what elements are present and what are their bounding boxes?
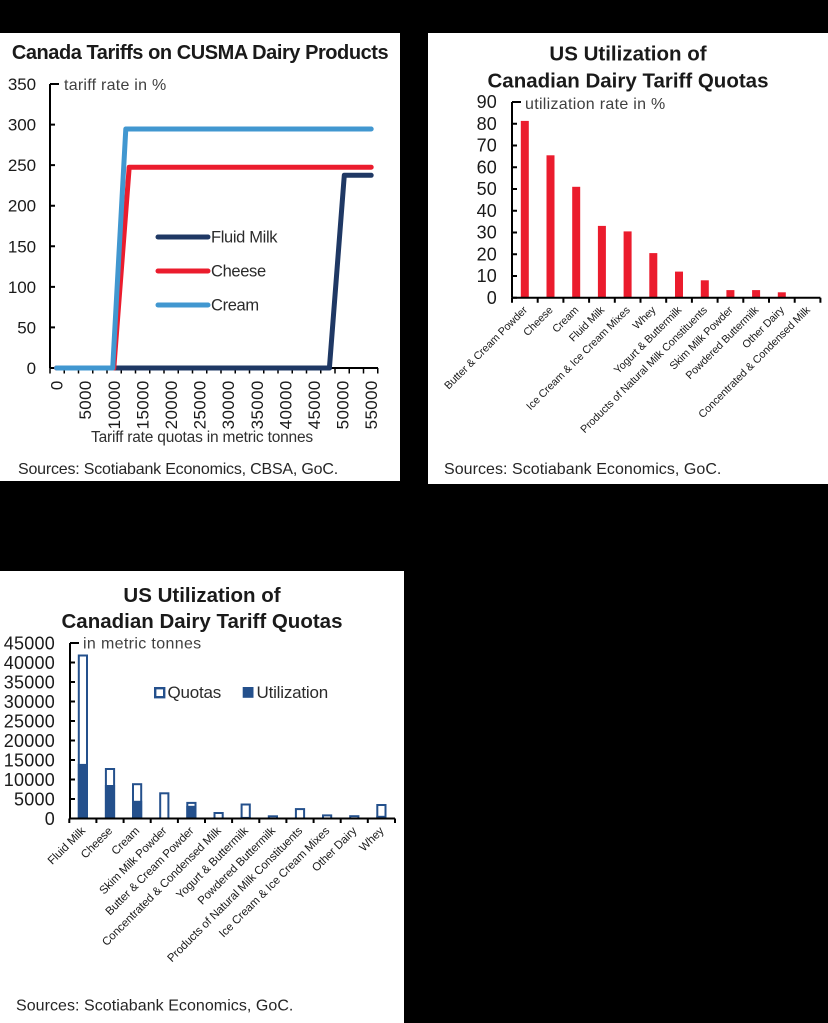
svg-text:50000: 50000 <box>334 380 353 429</box>
svg-text:80: 80 <box>477 114 497 134</box>
svg-text:35000: 35000 <box>4 672 55 692</box>
svg-text:US Utilization of: US Utilization of <box>123 584 280 607</box>
svg-text:5000: 5000 <box>76 380 95 419</box>
svg-text:Whey: Whey <box>358 825 387 854</box>
svg-text:300: 300 <box>8 116 36 135</box>
svg-text:25000: 25000 <box>4 711 55 731</box>
svg-text:Sources: Scotiabank Economics,: Sources: Scotiabank Economics, GoC. <box>16 998 293 1015</box>
svg-text:50: 50 <box>17 318 36 337</box>
svg-text:40: 40 <box>477 201 497 221</box>
svg-text:Fluid Milk: Fluid Milk <box>211 229 278 247</box>
svg-text:10: 10 <box>477 266 497 286</box>
svg-text:20000: 20000 <box>162 380 181 429</box>
svg-text:Butter & Cream Powder: Butter & Cream Powder <box>442 304 530 392</box>
svg-text:Canadian Dairy Tariff Quotas: Canadian Dairy Tariff Quotas <box>62 610 343 633</box>
svg-text:0: 0 <box>27 359 36 378</box>
svg-text:25000: 25000 <box>191 380 210 429</box>
svg-text:55000: 55000 <box>362 380 381 429</box>
svg-text:150: 150 <box>8 237 36 256</box>
svg-text:Canada Tariffs on CUSMA Dairy: Canada Tariffs on CUSMA Dairy Products <box>12 42 389 64</box>
svg-text:90: 90 <box>477 92 497 112</box>
svg-text:5000: 5000 <box>14 789 55 809</box>
svg-text:30000: 30000 <box>4 692 55 712</box>
svg-text:10000: 10000 <box>105 380 124 429</box>
svg-text:40000: 40000 <box>4 653 55 673</box>
svg-text:Fluid Milk: Fluid Milk <box>46 825 88 867</box>
svg-text:Sources: Scotiabank Economics,: Sources: Scotiabank Economics, GoC. <box>444 461 721 478</box>
svg-text:0: 0 <box>48 380 67 390</box>
svg-text:0: 0 <box>487 288 497 308</box>
svg-text:Quotas: Quotas <box>168 683 222 702</box>
svg-text:30: 30 <box>477 223 497 243</box>
svg-text:250: 250 <box>8 156 36 175</box>
svg-text:Tariff rate quotas in metric t: Tariff rate quotas in metric tonnes <box>91 429 313 446</box>
svg-text:Cream: Cream <box>211 297 259 315</box>
svg-text:40000: 40000 <box>276 380 295 429</box>
svg-text:50: 50 <box>477 179 497 199</box>
svg-text:Utilization: Utilization <box>257 683 329 702</box>
svg-text:utilization rate in %: utilization rate in % <box>525 96 666 113</box>
svg-text:30000: 30000 <box>219 380 238 429</box>
svg-text:350: 350 <box>8 75 36 94</box>
svg-text:Canadian Dairy Tariff Quotas: Canadian Dairy Tariff Quotas <box>488 69 769 92</box>
svg-text:Cheese: Cheese <box>211 263 266 281</box>
svg-text:0: 0 <box>45 809 55 829</box>
svg-text:60: 60 <box>477 157 497 177</box>
svg-text:20: 20 <box>477 244 497 264</box>
svg-text:15000: 15000 <box>133 380 152 429</box>
svg-text:70: 70 <box>477 136 497 156</box>
svg-text:15000: 15000 <box>4 750 55 770</box>
svg-text:10000: 10000 <box>4 770 55 790</box>
svg-text:100: 100 <box>8 278 36 297</box>
svg-text:45000: 45000 <box>4 633 55 653</box>
svg-text:45000: 45000 <box>305 380 324 429</box>
svg-text:35000: 35000 <box>248 380 267 429</box>
svg-text:200: 200 <box>8 197 36 216</box>
svg-text:US Utilization of: US Utilization of <box>549 42 706 65</box>
svg-text:20000: 20000 <box>4 731 55 751</box>
svg-text:in metric tonnes: in metric tonnes <box>83 636 202 653</box>
svg-text:tariff rate in %: tariff rate in % <box>64 77 166 94</box>
svg-text:Sources: Scotiabank Economics,: Sources: Scotiabank Economics, CBSA, GoC… <box>18 461 338 478</box>
